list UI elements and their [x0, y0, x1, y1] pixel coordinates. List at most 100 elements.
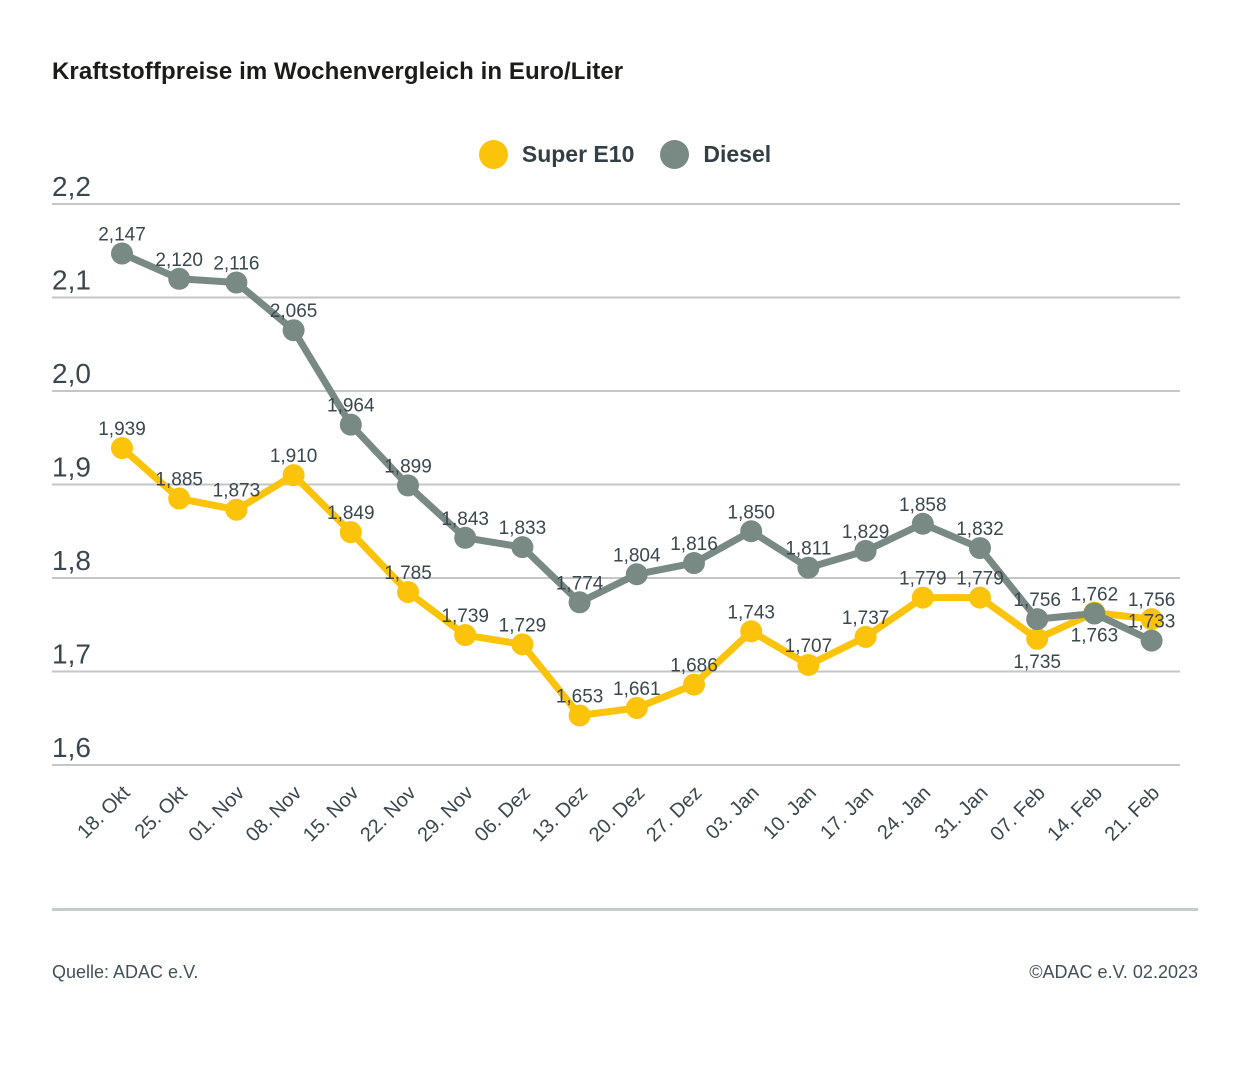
diesel-value-label: 1,858: [899, 495, 947, 516]
diesel-point: [397, 474, 419, 497]
diesel-point: [1140, 629, 1163, 652]
y-axis-label: 1,9: [52, 452, 91, 483]
source-note: Quelle: ADAC e.V.: [52, 962, 199, 982]
x-axis-label: 25. Okt: [131, 782, 192, 843]
x-axis-label: 24. Jan: [873, 782, 935, 844]
x-axis-label: 27. Dez: [642, 782, 706, 846]
diesel-value-label: 1,816: [670, 534, 718, 555]
diesel-point: [854, 539, 877, 562]
super-e10-value-label: 1,653: [556, 686, 604, 707]
super-e10-point: [339, 521, 362, 544]
super-e10-value-label: 1,779: [956, 569, 1004, 590]
super-e10-point: [282, 464, 305, 487]
x-axis-label: 29. Nov: [413, 782, 477, 846]
x-axis-label: 20. Dez: [585, 782, 649, 846]
super-e10-value-label: 1,763: [1071, 626, 1119, 647]
diesel-point: [454, 526, 477, 549]
x-axis-label: 21. Feb: [1101, 782, 1165, 846]
diesel-value-label: 1,762: [1071, 585, 1119, 606]
diesel-value-label: 1,833: [499, 518, 547, 539]
diesel-point: [625, 563, 648, 586]
super-e10-point: [797, 653, 820, 676]
super-e10-point: [625, 696, 648, 719]
legend-label-super-e10: Super E10: [521, 141, 635, 167]
super-e10-value-label: 1,737: [842, 608, 890, 629]
diesel-value-label: 2,120: [155, 250, 203, 271]
chart-legend: Super E10 Diesel: [0, 140, 1250, 169]
y-axis-label: 2,1: [52, 265, 91, 296]
diesel-value-label: 1,756: [1013, 590, 1061, 611]
super-e10-dot-icon: [478, 140, 508, 169]
diesel-point: [797, 556, 820, 579]
diesel-point: [168, 267, 191, 290]
x-axis-label: 15. Nov: [299, 782, 363, 846]
y-axis-label: 1,8: [52, 545, 91, 576]
x-axis-label: 31. Jan: [931, 782, 993, 844]
diesel-value-label: 1,829: [842, 522, 890, 543]
super-e10-value-label: 1,735: [1013, 652, 1061, 673]
x-axis-label: 13. Dez: [528, 782, 592, 846]
super-e10-point: [683, 673, 705, 696]
super-e10-value-label: 1,739: [441, 606, 489, 627]
super-e10-point: [740, 620, 763, 643]
x-axis-label: 22. Nov: [356, 782, 420, 846]
super-e10-value-label: 1,910: [270, 446, 318, 467]
super-e10-value-label: 1,849: [327, 503, 375, 524]
copyright-note: ©ADAC e.V. 02.2023: [1029, 962, 1198, 982]
super-e10-value-label: 1,686: [670, 656, 718, 677]
x-axis-label: 10. Jan: [759, 782, 821, 844]
legend-item-super-e10: Super E10: [478, 140, 635, 169]
footer-divider: [52, 908, 1198, 911]
diesel-point: [225, 271, 248, 294]
footer: Quelle: ADAC e.V. ©ADAC e.V. 02.2023: [52, 962, 1198, 983]
diesel-point: [282, 319, 305, 342]
diesel-value-label: 1,850: [727, 502, 775, 523]
super-e10-point: [225, 498, 248, 521]
diesel-value-label: 1,964: [327, 396, 375, 417]
x-axis-label: 08. Nov: [242, 782, 306, 846]
super-e10-value-label: 1,743: [727, 602, 775, 623]
diesel-value-label: 1,774: [556, 573, 604, 594]
diesel-point: [911, 512, 934, 535]
super-e10-point: [397, 581, 419, 604]
super-e10-point: [454, 624, 477, 647]
x-axis-label: 07. Feb: [986, 782, 1050, 846]
diesel-value-label: 1,899: [384, 456, 432, 477]
super-e10-value-label: 1,729: [499, 615, 547, 636]
diesel-point: [339, 413, 362, 436]
x-axis-label: 17. Jan: [816, 782, 878, 844]
y-axis-label: 1,6: [52, 732, 91, 763]
chart-title: Kraftstoffpreise im Wochenvergleich in E…: [52, 58, 624, 85]
y-axis-label: 1,7: [52, 639, 91, 670]
diesel-point: [969, 537, 991, 560]
super-e10-point: [511, 633, 534, 656]
x-axis-label: 18. Okt: [73, 782, 134, 843]
diesel-value-label: 1,804: [613, 545, 661, 566]
super-e10-point: [568, 704, 591, 727]
diesel-value-label: 2,116: [213, 254, 259, 275]
super-e10-point: [168, 487, 191, 510]
diesel-value-label: 1,832: [956, 519, 1004, 540]
super-e10-point: [969, 586, 991, 609]
x-axis-label: 14. Feb: [1043, 782, 1107, 846]
diesel-point: [568, 591, 591, 614]
legend-label-diesel: Diesel: [703, 141, 772, 167]
x-axis-label: 06. Dez: [471, 782, 535, 846]
y-axis-label: 2,0: [52, 358, 91, 389]
super-e10-point: [854, 625, 877, 648]
super-e10-value-label: 1,785: [384, 563, 432, 584]
diesel-point: [740, 520, 763, 543]
super-e10-value-label: 1,779: [899, 569, 947, 590]
super-e10-point: [1026, 627, 1049, 650]
super-e10-value-label: 1,756: [1128, 590, 1176, 611]
y-axis-label: 2,2: [52, 171, 91, 202]
diesel-value-label: 2,147: [98, 225, 146, 246]
super-e10-point: [111, 437, 133, 460]
diesel-point: [511, 536, 534, 559]
diesel-point: [683, 552, 705, 575]
diesel-value-label: 1,843: [441, 509, 489, 530]
diesel-value-label: 1,811: [785, 539, 831, 560]
x-axis-label: 03. Jan: [702, 782, 764, 844]
